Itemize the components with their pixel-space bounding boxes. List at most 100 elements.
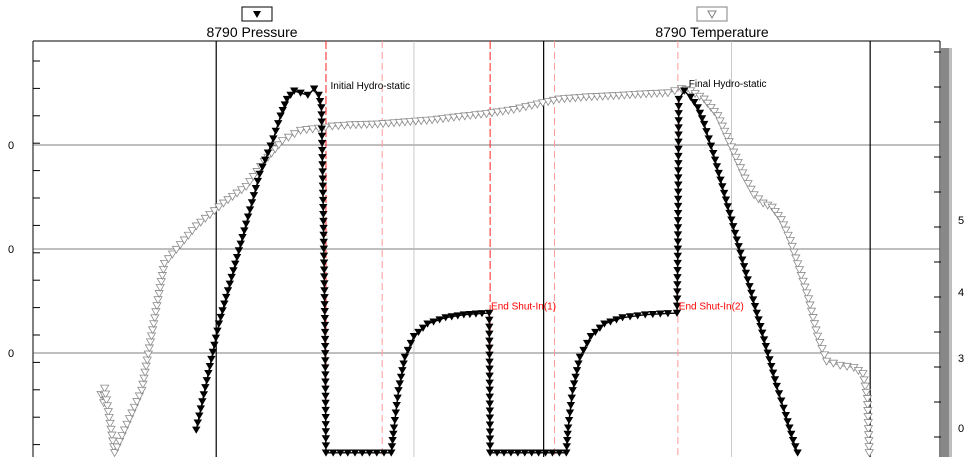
temperature-point bbox=[543, 98, 553, 107]
temperature-point bbox=[150, 314, 160, 323]
temperature-point bbox=[699, 95, 709, 104]
temperature-point bbox=[863, 425, 874, 434]
temperature-point bbox=[858, 370, 868, 379]
pressure-point bbox=[255, 170, 264, 178]
temperature-point bbox=[289, 130, 300, 139]
pressure-point bbox=[309, 85, 319, 93]
pressure-point bbox=[710, 156, 720, 164]
pressure-point bbox=[317, 125, 327, 133]
pressure-point bbox=[195, 412, 204, 420]
pressure-point bbox=[485, 414, 495, 422]
pressure-point bbox=[747, 289, 756, 297]
temperature-point bbox=[144, 344, 155, 353]
pressure-point bbox=[372, 449, 381, 457]
pressure-point bbox=[555, 449, 564, 457]
pressure-point bbox=[564, 417, 574, 425]
temperature-point bbox=[635, 90, 646, 99]
pressure-point bbox=[750, 303, 760, 311]
temperature-point bbox=[378, 120, 388, 129]
temperature-point bbox=[156, 278, 166, 287]
pressure-point bbox=[736, 249, 745, 257]
pressure-point bbox=[618, 314, 627, 322]
pressure-point bbox=[674, 188, 683, 196]
temperature-point bbox=[327, 122, 338, 131]
temperature-point bbox=[142, 356, 152, 365]
pressure-point bbox=[387, 449, 396, 457]
temperature-point bbox=[619, 91, 630, 100]
pressure-point bbox=[674, 145, 683, 153]
pressure-point bbox=[485, 372, 494, 380]
temperature-point bbox=[809, 320, 820, 329]
right-tick-label: 4 bbox=[958, 287, 964, 299]
pressure-point bbox=[712, 163, 722, 171]
pressure-point bbox=[506, 449, 516, 457]
pressure-point bbox=[673, 195, 683, 203]
temperature-point bbox=[100, 390, 111, 399]
pressure-point bbox=[418, 324, 428, 332]
pressure-point bbox=[774, 390, 784, 398]
pressure-point bbox=[321, 392, 330, 400]
temperature-point bbox=[149, 320, 159, 329]
temperature-point bbox=[652, 89, 662, 98]
pressure-point bbox=[318, 154, 327, 162]
left-tick-label: 0 bbox=[8, 348, 14, 360]
temperature-point bbox=[796, 272, 806, 281]
temperature-point bbox=[214, 203, 224, 212]
pressure-point bbox=[563, 430, 572, 438]
pressure-point bbox=[781, 412, 791, 420]
temperature-point bbox=[670, 87, 680, 96]
temperature-point bbox=[333, 122, 344, 131]
temperature-point bbox=[117, 432, 127, 441]
temperature-point bbox=[815, 339, 825, 347]
pressure-point bbox=[317, 104, 326, 112]
temperature-point bbox=[152, 302, 162, 311]
temperature-point bbox=[726, 143, 737, 152]
right-axis-bar bbox=[941, 48, 949, 457]
pressure-point bbox=[709, 149, 718, 158]
temperature-point bbox=[735, 164, 746, 173]
pressure-point bbox=[673, 224, 683, 232]
temperature-point bbox=[559, 95, 570, 104]
pressure-point bbox=[673, 202, 683, 210]
pressure-point bbox=[435, 316, 444, 324]
temperature-point bbox=[283, 133, 294, 142]
pressure-point bbox=[656, 310, 665, 318]
pressure-point bbox=[387, 443, 397, 451]
temperature-point bbox=[122, 420, 132, 429]
temperature-point bbox=[351, 121, 361, 130]
temperature-point bbox=[157, 272, 168, 281]
left-tick-label: 0 bbox=[8, 244, 14, 256]
pressure-point bbox=[673, 281, 682, 289]
pressure-point bbox=[321, 406, 330, 415]
temperature-point bbox=[733, 159, 743, 168]
temperature-point bbox=[717, 122, 728, 131]
pressure-point bbox=[477, 310, 487, 318]
temperature-point bbox=[709, 108, 720, 117]
pressure-point bbox=[674, 181, 683, 189]
temperature-point bbox=[608, 92, 619, 101]
pressure-point bbox=[253, 177, 263, 186]
pressure-point bbox=[520, 449, 529, 457]
temperature-point bbox=[105, 419, 115, 428]
pressure-point bbox=[210, 341, 219, 349]
temperature-point bbox=[492, 108, 503, 117]
pressure-point bbox=[723, 203, 732, 211]
pressure-point bbox=[756, 323, 765, 331]
pressure-point bbox=[390, 417, 400, 425]
annotation-label: End Shut-In(1) bbox=[491, 301, 556, 312]
temperature-point bbox=[356, 121, 367, 130]
temperature-point bbox=[791, 254, 801, 263]
temperature-point bbox=[781, 226, 791, 235]
pressure-point bbox=[391, 409, 400, 417]
temperature-point bbox=[103, 408, 113, 417]
pressure-point bbox=[485, 344, 494, 352]
pressure-point bbox=[317, 118, 326, 126]
temperature-point bbox=[630, 90, 640, 99]
pressure-point bbox=[441, 314, 450, 322]
temperature-point bbox=[835, 361, 845, 370]
pressure-point bbox=[240, 227, 249, 235]
pressure-point bbox=[318, 189, 328, 197]
pressure-point bbox=[319, 210, 328, 219]
temperature-point bbox=[864, 437, 874, 446]
